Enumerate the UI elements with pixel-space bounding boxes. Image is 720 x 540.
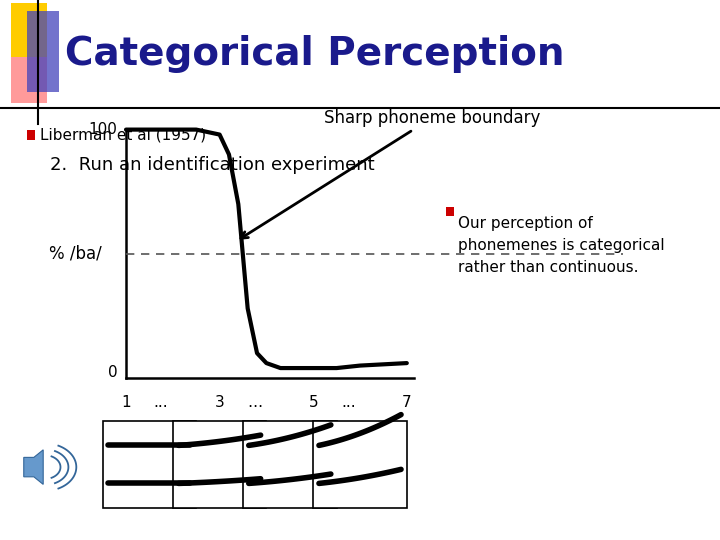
Text: …: …: [247, 395, 262, 410]
Text: Our perception of
phonemenes is categorical
rather than continuous.: Our perception of phonemenes is categori…: [458, 216, 665, 275]
Bar: [102, 421, 196, 508]
Text: 7: 7: [402, 395, 412, 410]
Text: 2.  Run an identification experiment: 2. Run an identification experiment: [50, 156, 375, 174]
Bar: [27, 11, 59, 92]
Text: 5: 5: [308, 395, 318, 410]
Bar: [173, 421, 266, 508]
Polygon shape: [24, 450, 43, 484]
Bar: [27, 130, 35, 140]
Text: 3: 3: [215, 395, 225, 410]
Bar: [243, 421, 336, 508]
Text: Sharp phoneme boundary: Sharp phoneme boundary: [241, 109, 540, 238]
Text: Categorical Perception: Categorical Perception: [65, 35, 564, 73]
Text: ...: ...: [154, 395, 168, 410]
Text: 100: 100: [89, 122, 117, 137]
Bar: [446, 207, 454, 216]
Bar: [11, 54, 47, 103]
Text: % /ba/: % /ba/: [49, 245, 102, 263]
Text: ...: ...: [341, 395, 356, 410]
Bar: [313, 421, 407, 508]
Bar: [11, 3, 47, 57]
Text: 1: 1: [121, 395, 131, 410]
Text: 0: 0: [108, 365, 117, 380]
Text: Liberman et al (1957): Liberman et al (1957): [40, 127, 207, 143]
